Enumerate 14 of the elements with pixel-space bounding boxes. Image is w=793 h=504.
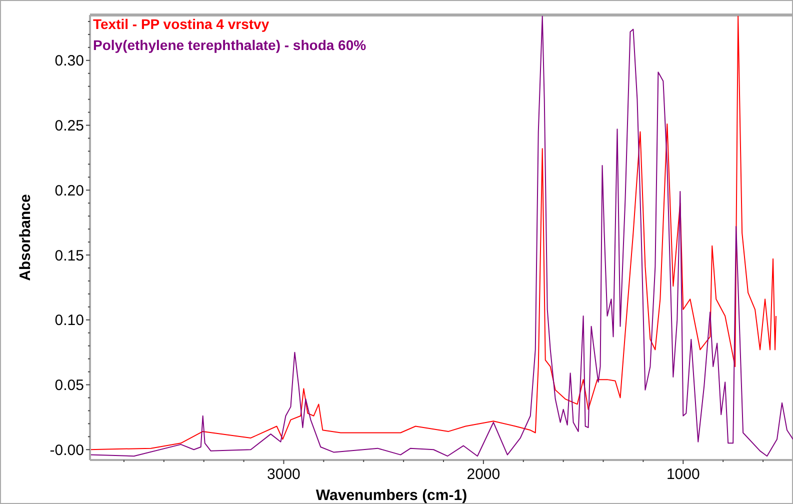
x-tick-label: 1000 bbox=[666, 466, 700, 483]
y-tick-label: 0.20 bbox=[54, 182, 84, 200]
y-tick-label: -0.00 bbox=[50, 442, 84, 459]
y-axis-title: Absorbance bbox=[17, 194, 34, 281]
x-axis-title: Wavenumbers (cm-1) bbox=[316, 487, 468, 504]
y-tick-label: 0.10 bbox=[54, 312, 84, 330]
x-tick-label: 2000 bbox=[466, 466, 500, 483]
y-tick-label: 0.05 bbox=[54, 377, 84, 394]
x-tick-label: 3000 bbox=[267, 466, 300, 483]
text: Poly(ethylene terephthalate) - shoda 60% bbox=[93, 37, 367, 53]
y-tick-label: 0.30 bbox=[54, 52, 84, 70]
y-tick-label: 0.15 bbox=[54, 247, 84, 264]
text: Textil - PP vostina 4 vrstvy bbox=[93, 16, 270, 32]
y-tick-label: 0.25 bbox=[54, 118, 84, 135]
